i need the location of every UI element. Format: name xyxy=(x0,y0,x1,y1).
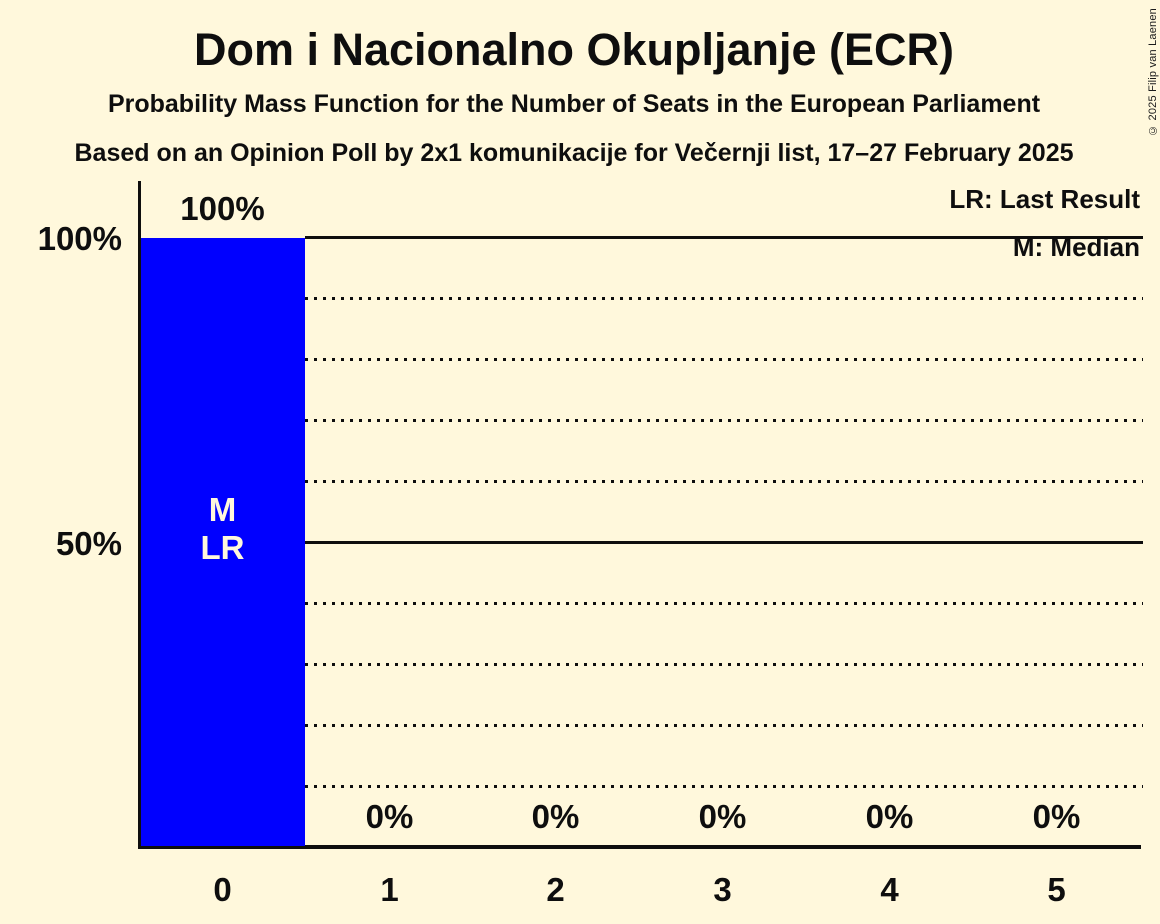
gridline-30 xyxy=(305,663,1143,666)
bar-value-label-2: 0% xyxy=(531,798,580,835)
bar-value-label-5: 0% xyxy=(1032,798,1081,835)
bar-annotation: M LR xyxy=(139,491,306,567)
x-tick-label-1: 1 xyxy=(380,871,399,908)
gridline-20 xyxy=(305,724,1143,727)
page-title: Dom i Nacionalno Okupljanje (ECR) xyxy=(193,24,955,75)
median-marker: M xyxy=(208,491,237,528)
bar-value-label-3: 0% xyxy=(698,798,747,835)
chart-subtitle-method: Probability Mass Function for the Number… xyxy=(107,90,1041,118)
gridline-90 xyxy=(305,297,1143,300)
y-axis-line xyxy=(138,181,141,849)
bar-value-label-0: 100% xyxy=(180,190,265,227)
y-axis-label-100: 100% xyxy=(37,220,122,257)
x-tick-label-3: 3 xyxy=(713,871,732,908)
x-axis-line xyxy=(138,845,1141,849)
last-result-marker: LR xyxy=(200,529,245,566)
x-tick-label-0: 0 xyxy=(213,871,232,908)
legend-last-result: LR: Last Result xyxy=(949,184,1140,214)
x-tick-label-2: 2 xyxy=(546,871,565,908)
gridline-100 xyxy=(305,236,1143,239)
gridline-60 xyxy=(305,480,1143,483)
gridline-10 xyxy=(305,785,1143,788)
bar-seat-0 xyxy=(141,238,305,846)
x-tick-label-4: 4 xyxy=(880,871,899,908)
x-tick-label-5: 5 xyxy=(1047,871,1066,908)
chart-subtitle-poll: Based on an Opinion Poll by 2x1 komunika… xyxy=(74,139,1074,167)
gridline-50 xyxy=(305,541,1143,544)
copyright-notice: © 2025 Filip van Laenen xyxy=(1147,8,1159,136)
gridline-70 xyxy=(305,419,1143,422)
bar-value-label-1: 0% xyxy=(365,798,414,835)
gridline-40 xyxy=(305,602,1143,605)
legend-median: M: Median xyxy=(1012,232,1140,262)
y-axis-label-50: 50% xyxy=(55,525,122,562)
gridline-80 xyxy=(305,358,1143,361)
bar-value-label-4: 0% xyxy=(865,798,914,835)
